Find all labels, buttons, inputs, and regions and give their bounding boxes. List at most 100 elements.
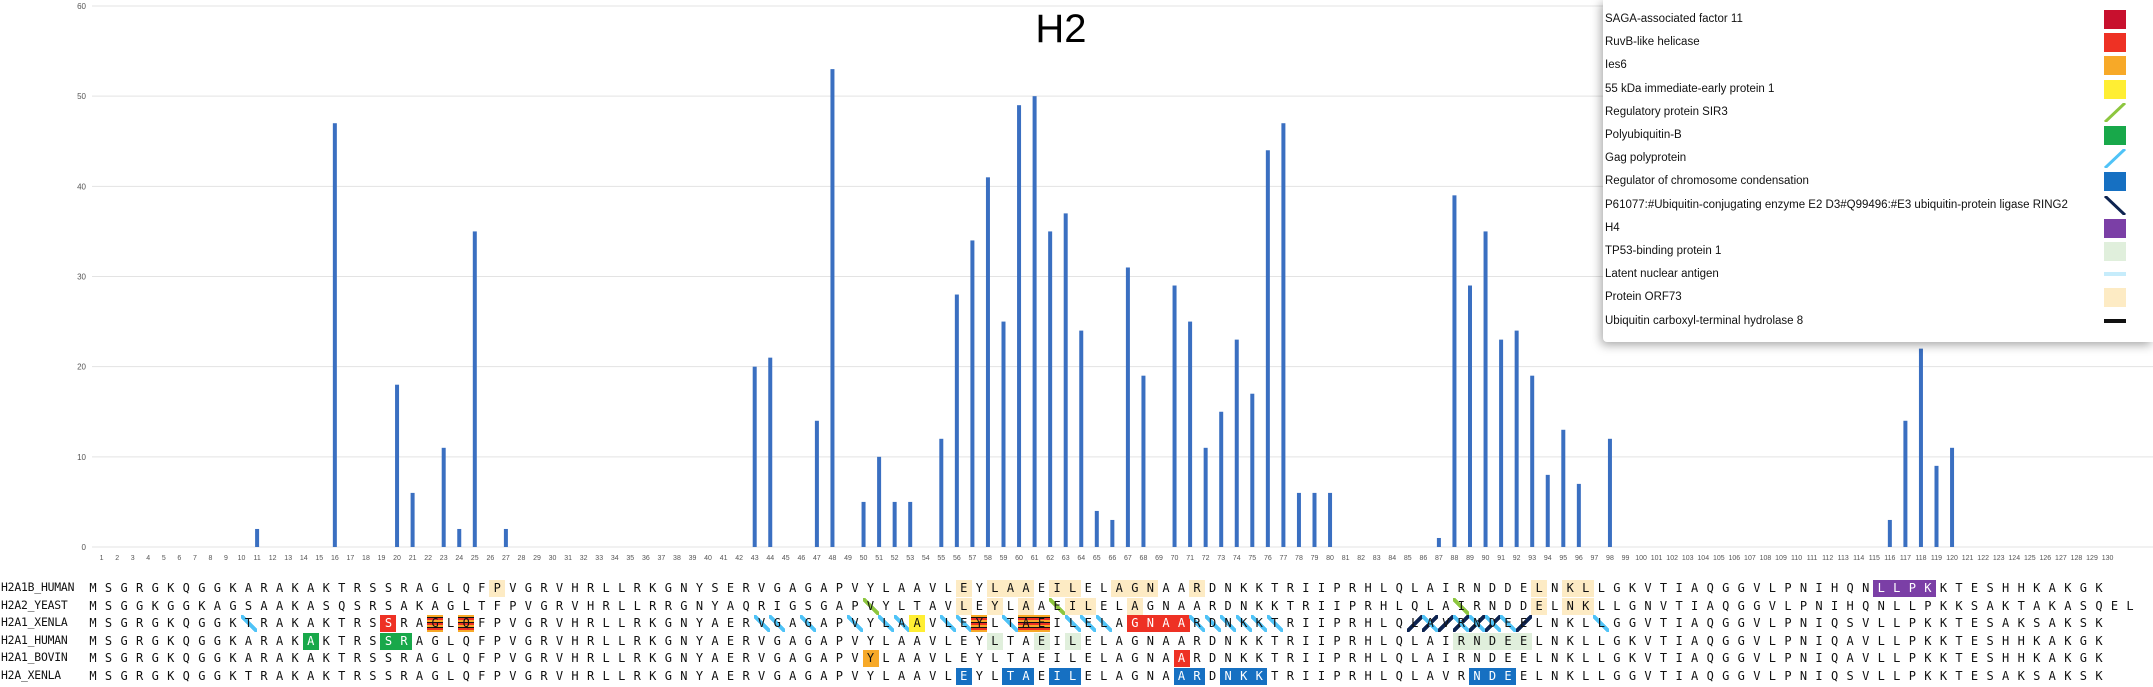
residue: P: [1908, 669, 1916, 683]
x-tick-label: 14: [300, 555, 308, 562]
x-tick-label: 3: [131, 555, 135, 562]
x-tick-label: 79: [1311, 555, 1319, 562]
residue: N: [1551, 651, 1559, 666]
residue: L: [1411, 669, 1419, 683]
chart-bars: [255, 69, 1955, 548]
residue: R: [742, 616, 750, 631]
residue: G: [1737, 581, 1745, 595]
residue: D: [1484, 668, 1501, 685]
residue: H: [2002, 633, 2010, 648]
residue: I: [1317, 669, 1326, 683]
residue: N: [695, 598, 704, 613]
residue: I: [1442, 633, 1450, 648]
residue: R: [1189, 615, 1206, 633]
residue: R: [260, 616, 268, 631]
residue: N: [1799, 581, 1808, 595]
residue: N: [1488, 598, 1497, 613]
x-tick-label: 101: [1651, 555, 1663, 562]
residue: L: [1411, 651, 1419, 666]
residue: G: [664, 581, 672, 595]
residue: A: [1037, 598, 1046, 613]
residue: L: [602, 633, 610, 648]
residue: R: [400, 651, 408, 666]
bar: [1219, 411, 1224, 547]
residue: I: [1815, 616, 1823, 631]
residue: S: [104, 581, 113, 595]
residue: R: [1193, 651, 1201, 666]
residue: A: [275, 651, 284, 666]
residue: E: [1519, 581, 1528, 595]
residue: A: [275, 633, 284, 648]
residue: R: [1189, 580, 1206, 597]
residue: K: [2064, 633, 2072, 648]
residue: H: [571, 669, 579, 683]
residue: L: [1597, 581, 1605, 595]
residue: A: [1846, 651, 1854, 666]
residue: G: [1126, 615, 1143, 633]
residue: K: [322, 669, 330, 683]
residue: S: [2033, 669, 2041, 683]
residue: L: [1582, 669, 1590, 683]
residue: L: [897, 598, 906, 613]
residue: A: [415, 669, 424, 683]
residue: A: [2048, 651, 2056, 666]
residue: Q: [1862, 598, 1870, 613]
residue: G: [524, 669, 532, 683]
residue: P: [1784, 633, 1792, 648]
bar: [1250, 393, 1255, 547]
residue: G: [151, 651, 159, 666]
residue: G: [1737, 669, 1745, 683]
legend-label: Latent nuclear antigen: [1605, 268, 1719, 281]
x-tick-label: 21: [409, 555, 417, 562]
residue: K: [1939, 633, 1948, 648]
residue: N: [1551, 633, 1559, 648]
residue: G: [1131, 633, 1139, 648]
residue: A: [789, 633, 797, 648]
residue: P: [835, 633, 843, 648]
x-tick-label: 74: [1233, 555, 1241, 562]
residue: S: [804, 598, 812, 613]
residue: I: [1675, 616, 1683, 631]
residue: K: [167, 669, 175, 683]
residue: K: [2002, 598, 2010, 613]
residue: V: [1753, 616, 1761, 631]
residue: G: [447, 598, 455, 613]
residue: G: [524, 616, 532, 631]
residue: N: [1644, 598, 1652, 613]
legend-label: SAGA-associated factor 11: [1605, 13, 1743, 25]
residue: N: [1240, 598, 1248, 613]
residue: L: [940, 615, 957, 633]
residue: N: [1551, 669, 1559, 683]
x-tick-label: 15: [315, 555, 323, 562]
residue: H: [571, 633, 579, 648]
residue: A: [820, 633, 828, 648]
bar: [1545, 474, 1550, 547]
residue: R: [602, 598, 610, 613]
residue: K: [1577, 597, 1594, 615]
legend-swatch: [2104, 218, 2126, 238]
residue: R: [400, 616, 408, 631]
residue: S: [384, 581, 393, 595]
legend-swatch: [2104, 288, 2126, 308]
bar: [1141, 375, 1146, 547]
residue: G: [1628, 616, 1637, 631]
residue: L: [1115, 598, 1123, 613]
residue: N: [1799, 633, 1808, 648]
x-tick-label: 104: [1697, 555, 1709, 562]
residue: Y: [695, 651, 704, 666]
legend-swatch: [2104, 312, 2126, 331]
x-tick-label: 83: [1373, 555, 1381, 562]
x-tick-label: 115: [1869, 555, 1880, 562]
residue: V: [571, 598, 579, 613]
residue: N: [1799, 616, 1808, 631]
residue: L: [1597, 651, 1605, 666]
residue: G: [1628, 669, 1637, 683]
residue: L: [1064, 632, 1081, 650]
residue: P: [1333, 633, 1341, 648]
residue: Q: [182, 633, 190, 648]
residue: G: [804, 633, 812, 648]
bar: [1125, 267, 1130, 547]
bar: [1032, 96, 1037, 548]
residue: I: [773, 598, 781, 613]
residue: R: [586, 581, 595, 595]
